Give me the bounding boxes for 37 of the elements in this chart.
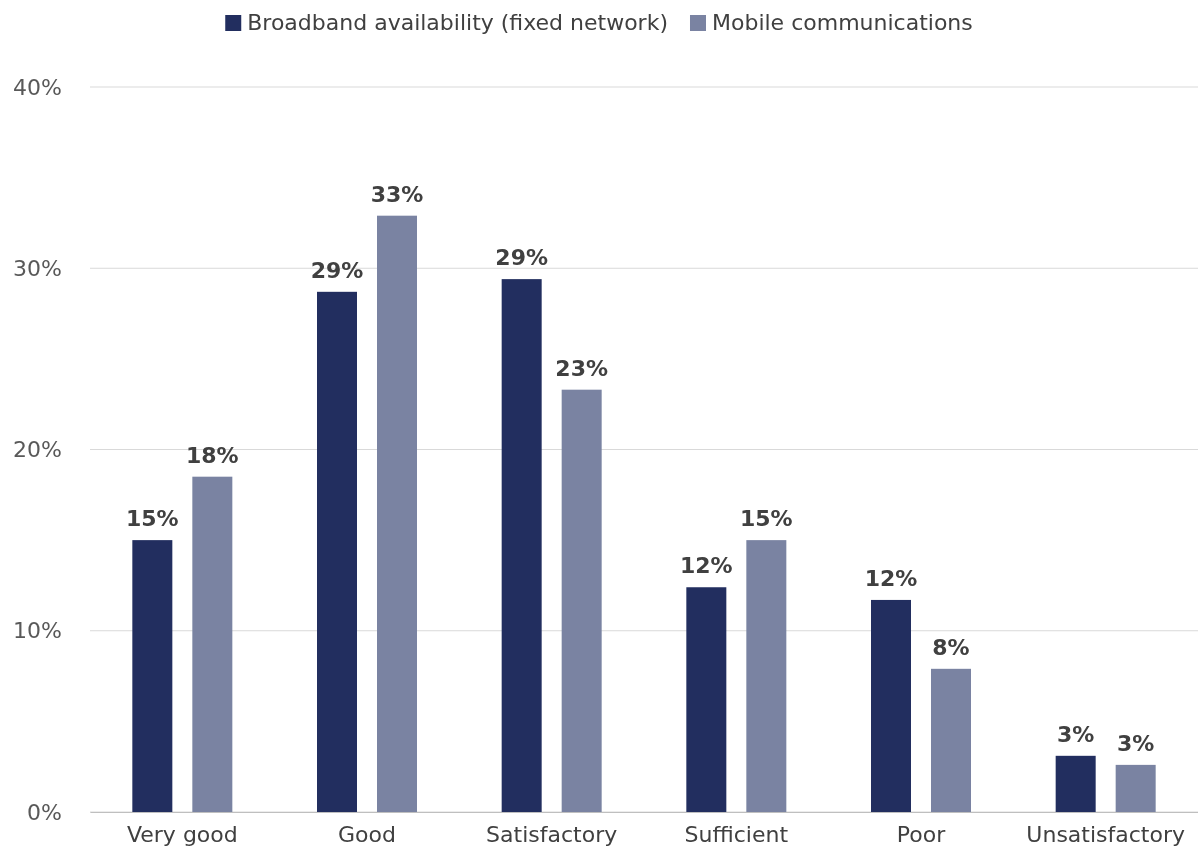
y-tick-label: 40%	[13, 74, 62, 100]
data-label: 12%	[864, 565, 918, 591]
y-tick-label: 0%	[27, 799, 62, 825]
bar	[746, 540, 787, 812]
x-tick-label: Sufficient	[684, 821, 789, 847]
data-label: 8%	[932, 634, 970, 660]
data-label: 3%	[1116, 730, 1155, 756]
data-label: 18%	[186, 442, 239, 468]
data-label: 29%	[310, 257, 364, 283]
x-tick-label: Unsatisfactory	[1026, 821, 1185, 847]
data-label: 29%	[495, 245, 548, 271]
bar	[501, 279, 542, 812]
data-label: 12%	[680, 553, 733, 579]
bar	[931, 668, 971, 812]
x-tick-label: Good	[338, 821, 396, 847]
x-tick-label: Poor	[896, 821, 947, 847]
bar	[686, 587, 727, 812]
y-tick-label: 30%	[13, 255, 62, 281]
legend-label: Broadband availability (fixed network)	[247, 10, 668, 35]
bar	[132, 540, 173, 812]
bar	[1115, 764, 1156, 812]
data-label: 3%	[1056, 721, 1095, 747]
data-label: 23%	[555, 355, 608, 381]
bar	[561, 389, 602, 812]
bar	[1055, 755, 1096, 812]
x-tick-label: Very good	[126, 821, 238, 847]
x-tick-label: Satisfactory	[486, 821, 618, 847]
legend-label: Mobile communications	[711, 10, 973, 35]
data-label: 33%	[370, 181, 424, 207]
y-tick-label: 20%	[13, 437, 62, 463]
data-label: 15%	[126, 506, 179, 532]
data-label: 15%	[740, 506, 793, 532]
bar	[871, 599, 911, 812]
bar	[317, 291, 357, 812]
bar	[192, 476, 233, 812]
bar	[377, 215, 417, 812]
y-tick-label: 10%	[13, 618, 62, 644]
